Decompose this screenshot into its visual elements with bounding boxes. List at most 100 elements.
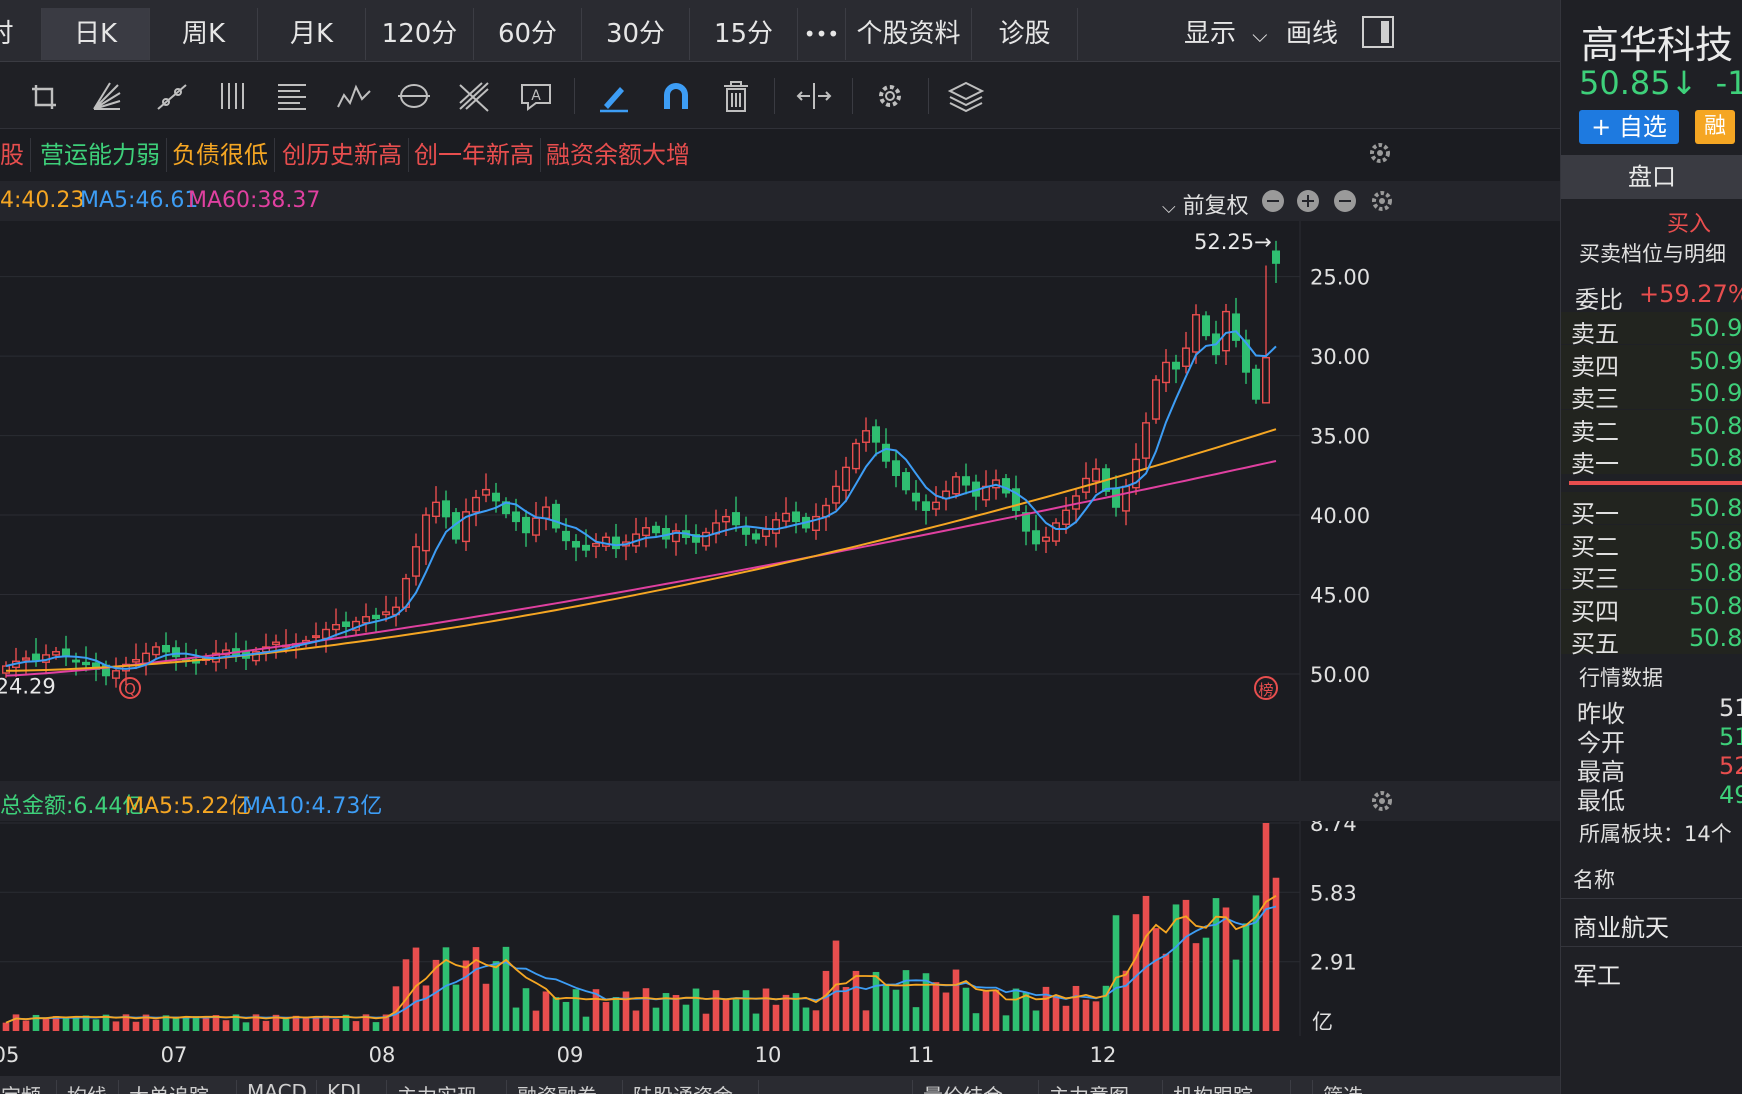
volume-bar[interactable] [462,960,470,1031]
trend-line-icon[interactable] [152,77,192,115]
volume-bar[interactable] [1242,923,1250,1031]
margin-badge[interactable]: 融 [1695,110,1735,144]
panel-toggle-icon[interactable] [1362,16,1394,48]
candlestick[interactable] [462,498,471,551]
volume-bar[interactable] [272,1014,280,1031]
candlestick[interactable] [652,521,661,538]
indicator-tab[interactable]: 均线 [56,1080,117,1094]
bid-level-row[interactable]: 买三 50.83 [1561,557,1742,593]
volume-bar[interactable] [452,984,460,1031]
volume-bar[interactable] [2,1022,10,1031]
indicator-tab[interactable]: MACD [236,1080,317,1094]
crop-icon[interactable] [26,77,66,115]
wave-icon[interactable] [334,77,374,115]
volume-bar[interactable] [162,1015,170,1031]
volume-bar[interactable] [632,1010,640,1031]
candlestick[interactable] [1231,297,1240,348]
ask-level-row[interactable]: 卖三 50.90 [1561,377,1742,413]
candlestick[interactable] [932,486,941,517]
volume-bar[interactable] [1002,1015,1010,1031]
fib-retracement-icon[interactable] [272,77,312,115]
candlestick[interactable] [812,503,821,540]
candlestick[interactable] [1031,514,1040,551]
volume-bar[interactable] [22,1020,30,1031]
volume-bar[interactable] [952,969,960,1031]
candlestick[interactable] [942,480,951,511]
candlestick[interactable] [642,517,651,548]
indicator-tab[interactable] [1290,1080,1311,1094]
volume-bar[interactable] [312,1017,320,1031]
volume-bar[interactable] [862,1010,870,1031]
stock-tag[interactable]: 股 [0,138,31,172]
indicator-tab[interactable]: 定频 [0,1080,51,1094]
volume-bar[interactable] [472,947,480,1031]
parallel-lines-icon[interactable] [212,77,252,115]
volume-bar[interactable] [322,1015,330,1031]
candlestick[interactable] [602,532,611,551]
volume-bar[interactable] [1172,904,1180,1031]
bid-level-row[interactable]: 买一 50.85 [1561,492,1742,528]
price-candlestick-chart[interactable]: 50.00 45.00 40.00 35.00 30.00 25.00 52.25→ ←24.… [0,221,1560,781]
candlestick[interactable] [952,472,961,499]
volume-bar[interactable] [942,992,950,1031]
chart-settings-icon[interactable] [1368,187,1396,221]
indicator-tab[interactable]: 融资融券 [506,1080,607,1094]
volume-bar[interactable] [192,1016,200,1031]
candlestick[interactable] [632,517,641,554]
layers-icon[interactable] [946,77,986,115]
volume-bar[interactable] [932,982,940,1031]
candlestick[interactable] [1022,505,1031,546]
volume-bar[interactable] [712,990,720,1031]
volume-bar[interactable] [212,1015,220,1031]
volume-bar[interactable] [772,1004,780,1031]
volume-bar[interactable] [1122,970,1130,1031]
indicator-tab[interactable]: 陆股通资金 [622,1080,743,1094]
tag-settings-icon[interactable] [1366,139,1394,171]
candlestick[interactable] [692,524,701,554]
indicator-tab[interactable] [758,1080,779,1094]
volume-bar[interactable] [662,993,670,1031]
volume-bar[interactable] [382,1014,390,1031]
candlestick[interactable] [562,518,571,551]
candlestick[interactable] [151,642,160,660]
volume-bar[interactable] [152,1019,160,1031]
candlestick[interactable] [1181,331,1190,374]
volume-bar[interactable] [202,1018,210,1031]
order-book-tab[interactable]: 盘口 [1561,155,1742,199]
candlestick[interactable] [392,596,401,627]
zoom-out-icon[interactable] [1334,190,1356,212]
volume-bar[interactable] [842,987,850,1031]
bid-level-row[interactable]: 买五 50.81 [1561,622,1742,658]
candlestick[interactable] [472,489,481,527]
candlestick[interactable] [962,463,971,495]
volume-bar[interactable] [142,1014,150,1031]
volume-bar[interactable] [412,947,420,1031]
candlestick[interactable] [342,611,351,639]
volume-bar[interactable] [402,959,410,1031]
candlestick[interactable] [1141,412,1150,471]
stock-tag[interactable]: 创一年新高 [408,138,541,172]
tab-stock-profile[interactable]: 个股资料 [846,8,972,60]
candlestick[interactable] [822,497,831,531]
candlestick[interactable] [372,607,381,633]
volume-bar[interactable] [852,970,860,1031]
candlestick[interactable] [1051,518,1060,546]
tab-monthly-k[interactable]: 月K [258,8,366,60]
candlestick[interactable] [622,534,631,561]
candlestick[interactable] [362,603,371,633]
volume-bar[interactable] [892,989,900,1031]
more-periods-button[interactable]: ••• [798,8,846,60]
volume-bar[interactable] [302,1017,310,1031]
candlestick[interactable] [852,438,861,474]
volume-bar[interactable] [1202,937,1210,1031]
candlestick[interactable] [902,467,911,495]
volume-bar[interactable] [1042,986,1050,1031]
stock-tag[interactable]: 营运能力弱 [34,138,167,172]
candlestick[interactable] [32,638,41,667]
candlestick[interactable] [1002,474,1011,498]
candlestick[interactable] [552,499,561,533]
volume-bar[interactable] [362,1014,370,1031]
volume-bar[interactable] [292,1015,300,1031]
volume-bar[interactable] [222,1020,230,1031]
candlestick[interactable] [1012,475,1021,520]
